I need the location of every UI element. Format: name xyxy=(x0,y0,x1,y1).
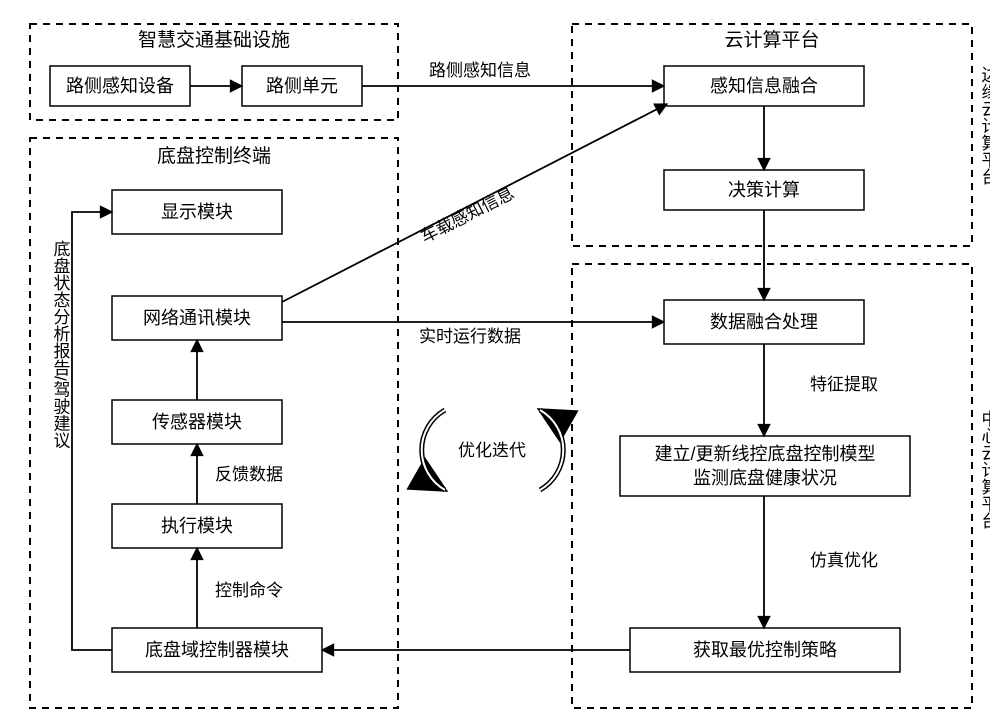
iterate-arrow-left xyxy=(422,410,445,490)
node-network-label: 网络通讯模块 xyxy=(143,308,251,328)
edge-feedback-label: 反馈数据 xyxy=(215,465,283,484)
edge-report-loop xyxy=(72,212,112,650)
edge-network-fusion-label: 车载感知信息 xyxy=(418,183,518,246)
node-data-fusion-label: 数据融合处理 xyxy=(710,312,818,332)
group-infra-title: 智慧交通基础设施 xyxy=(138,29,290,51)
node-decision-label: 决策计算 xyxy=(728,180,800,200)
report-label: 底盘状态分析报告/驾驶建议 xyxy=(51,240,71,449)
node-roadside-unit-label: 路侧单元 xyxy=(266,76,338,96)
node-fusion-label: 感知信息融合 xyxy=(710,76,818,96)
group-cloud xyxy=(572,24,972,246)
node-controller-label: 底盘域控制器模块 xyxy=(145,640,289,660)
edge-unit-fusion-label: 路侧感知信息 xyxy=(429,61,531,80)
node-model-label1: 建立/更新线控底盘控制模型 xyxy=(655,444,876,464)
edge-ctrl-cmd-label: 控制命令 xyxy=(215,581,283,600)
center-cloud-label: 中心云计算平台 xyxy=(979,410,991,529)
node-roadside-device-label: 路侧感知设备 xyxy=(66,76,174,96)
node-strategy-label: 获取最优控制策略 xyxy=(693,640,837,660)
edge-network-datafusion-label: 实时运行数据 xyxy=(419,327,521,346)
node-model-label2: 监测底盘健康状况 xyxy=(693,468,837,488)
edge-feature-label: 特征提取 xyxy=(810,375,878,394)
iterate-label: 优化迭代 xyxy=(458,441,526,460)
group-terminal-title: 底盘控制终端 xyxy=(157,145,271,167)
edge-cloud-label: 边缘云计算平台 xyxy=(979,66,991,185)
node-display-label: 显示模块 xyxy=(161,202,233,222)
group-cloud-title: 云计算平台 xyxy=(724,29,819,51)
node-exec-label: 执行模块 xyxy=(161,516,233,536)
node-sensor-label: 传感器模块 xyxy=(152,412,242,432)
iterate-arrow-right xyxy=(540,410,563,490)
diagram-canvas: 智慧交通基础设施 云计算平台 底盘控制终端 边缘云计算平台 中心云计算平台 底盘… xyxy=(10,10,990,711)
edge-sim-label: 仿真优化 xyxy=(810,551,878,570)
